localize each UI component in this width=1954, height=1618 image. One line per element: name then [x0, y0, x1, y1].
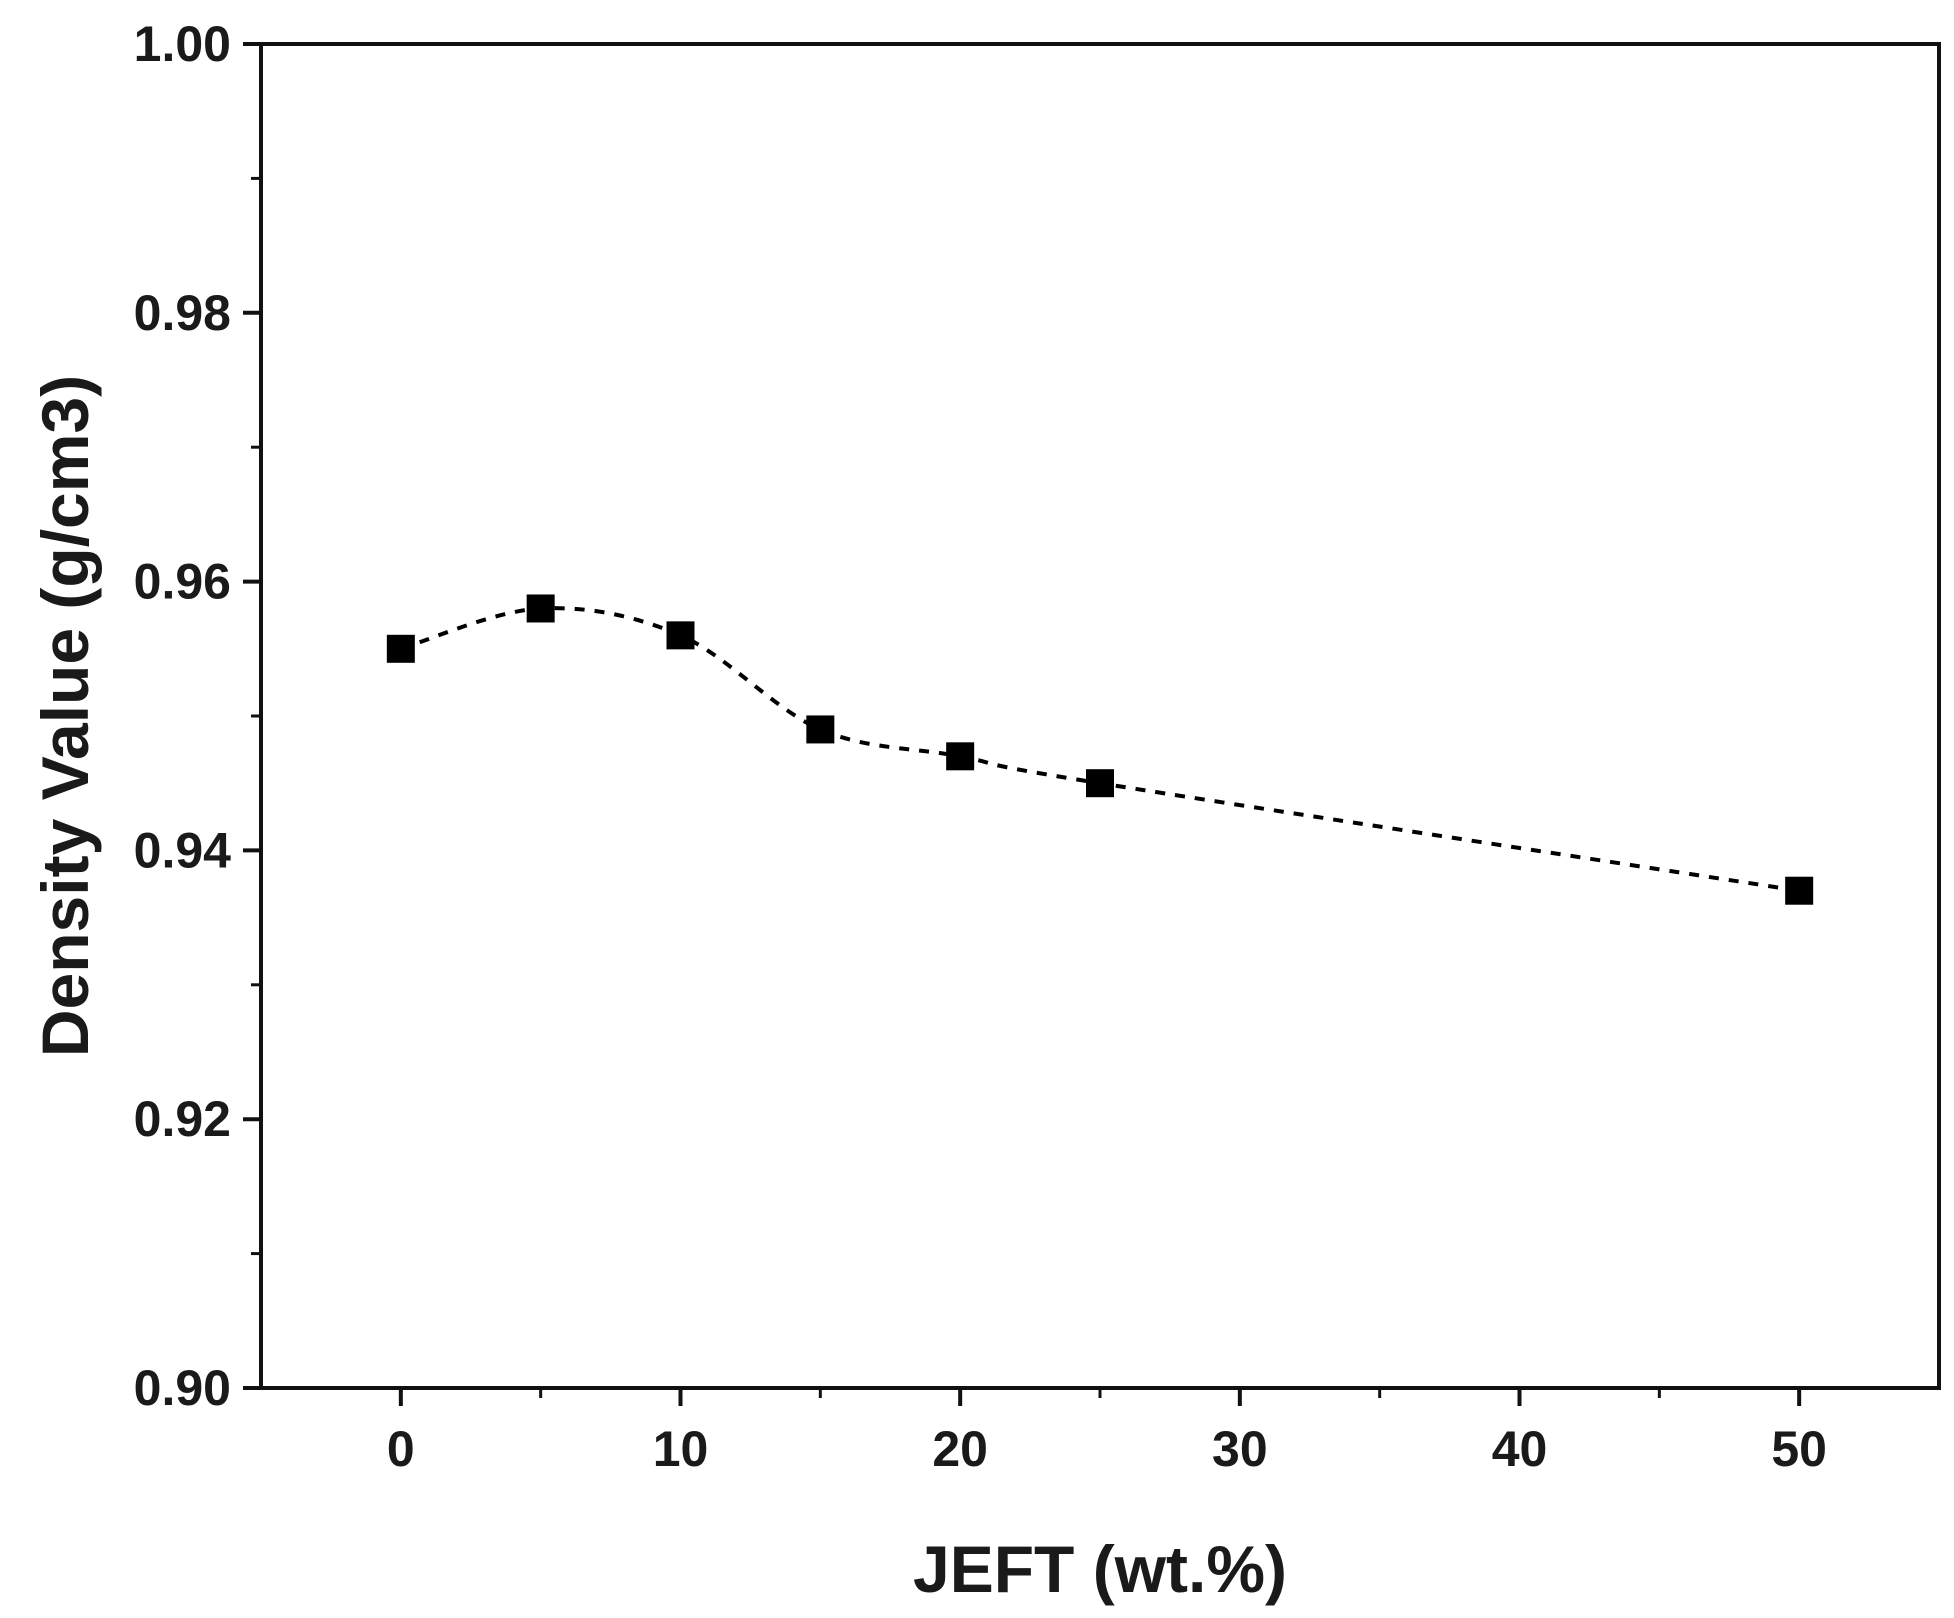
plot-frame-rect [259, 42, 1941, 1390]
data-point-marker [386, 634, 415, 663]
data-point-marker [526, 594, 555, 623]
data-point-marker [1785, 876, 1814, 905]
x-tick-label: 30 [1212, 1421, 1268, 1477]
x-tick-label: 40 [1492, 1421, 1548, 1477]
x-tick-label: 20 [932, 1421, 988, 1477]
y-tick-label: 0.96 [134, 554, 231, 610]
data-markers [386, 594, 1814, 905]
data-point-marker [806, 715, 835, 744]
y-tick-label: 0.90 [134, 1360, 231, 1416]
plot-frame [259, 42, 1941, 1390]
y-axis-title: Density Value (g/cm3) [28, 375, 102, 1057]
series-line [400, 606, 1800, 893]
x-axis-title: JEFT (wt.%) [913, 1532, 1287, 1606]
y-tick-label: 0.98 [134, 285, 231, 341]
data-point-marker [1086, 769, 1114, 798]
x-axis-ticks: 0 10 20 30 40 50 [387, 1388, 1827, 1477]
y-tick-label: 0.92 [134, 1091, 231, 1147]
x-tick-label: 10 [653, 1421, 709, 1477]
data-point-marker [946, 742, 975, 771]
y-axis-ticks: 0.90 0.92 0.94 0.96 0.98 1.00 [134, 16, 261, 1416]
x-tick-label: 50 [1771, 1421, 1827, 1477]
y-tick-label: 0.94 [134, 822, 232, 878]
series-curve [400, 606, 1800, 893]
y-tick-label: 1.00 [134, 16, 231, 72]
minor-ticks [251, 176, 1661, 1398]
x-tick-label: 0 [387, 1421, 415, 1477]
data-point-marker [666, 621, 695, 650]
